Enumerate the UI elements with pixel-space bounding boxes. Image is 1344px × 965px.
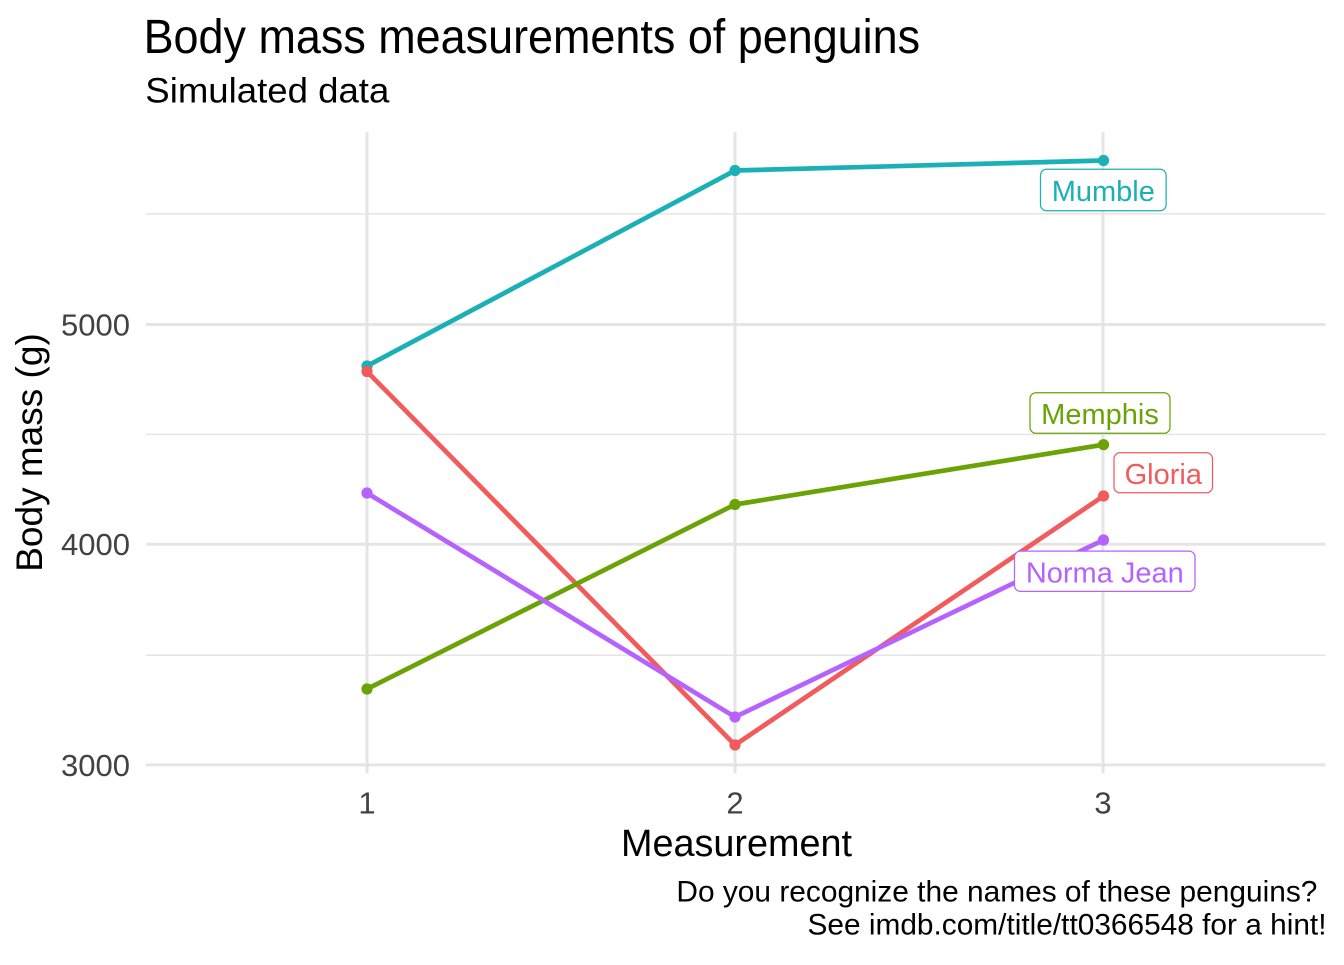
svg-text:Body mass (g): Body mass (g)	[9, 333, 50, 572]
svg-text:Norma Jean: Norma Jean	[1026, 557, 1184, 589]
svg-text:Do you recognize the names of: Do you recognize the names of these peng…	[676, 876, 1317, 909]
svg-text:1: 1	[358, 786, 375, 821]
svg-text:Gloria: Gloria	[1125, 459, 1203, 491]
svg-text:5000: 5000	[61, 308, 130, 343]
svg-text:Body mass measurements of peng: Body mass measurements of penguins	[144, 11, 921, 64]
svg-text:See imdb.com/title/tt0366548 f: See imdb.com/title/tt0366548 for a hint!	[808, 909, 1327, 942]
svg-text:Memphis: Memphis	[1041, 399, 1159, 431]
svg-text:Mumble: Mumble	[1052, 176, 1155, 208]
svg-text:Simulated data: Simulated data	[145, 71, 390, 110]
svg-text:Measurement: Measurement	[621, 823, 853, 865]
svg-text:2: 2	[726, 786, 743, 821]
svg-text:4000: 4000	[61, 527, 130, 562]
svg-text:3000: 3000	[61, 748, 130, 783]
svg-text:3: 3	[1094, 786, 1111, 821]
